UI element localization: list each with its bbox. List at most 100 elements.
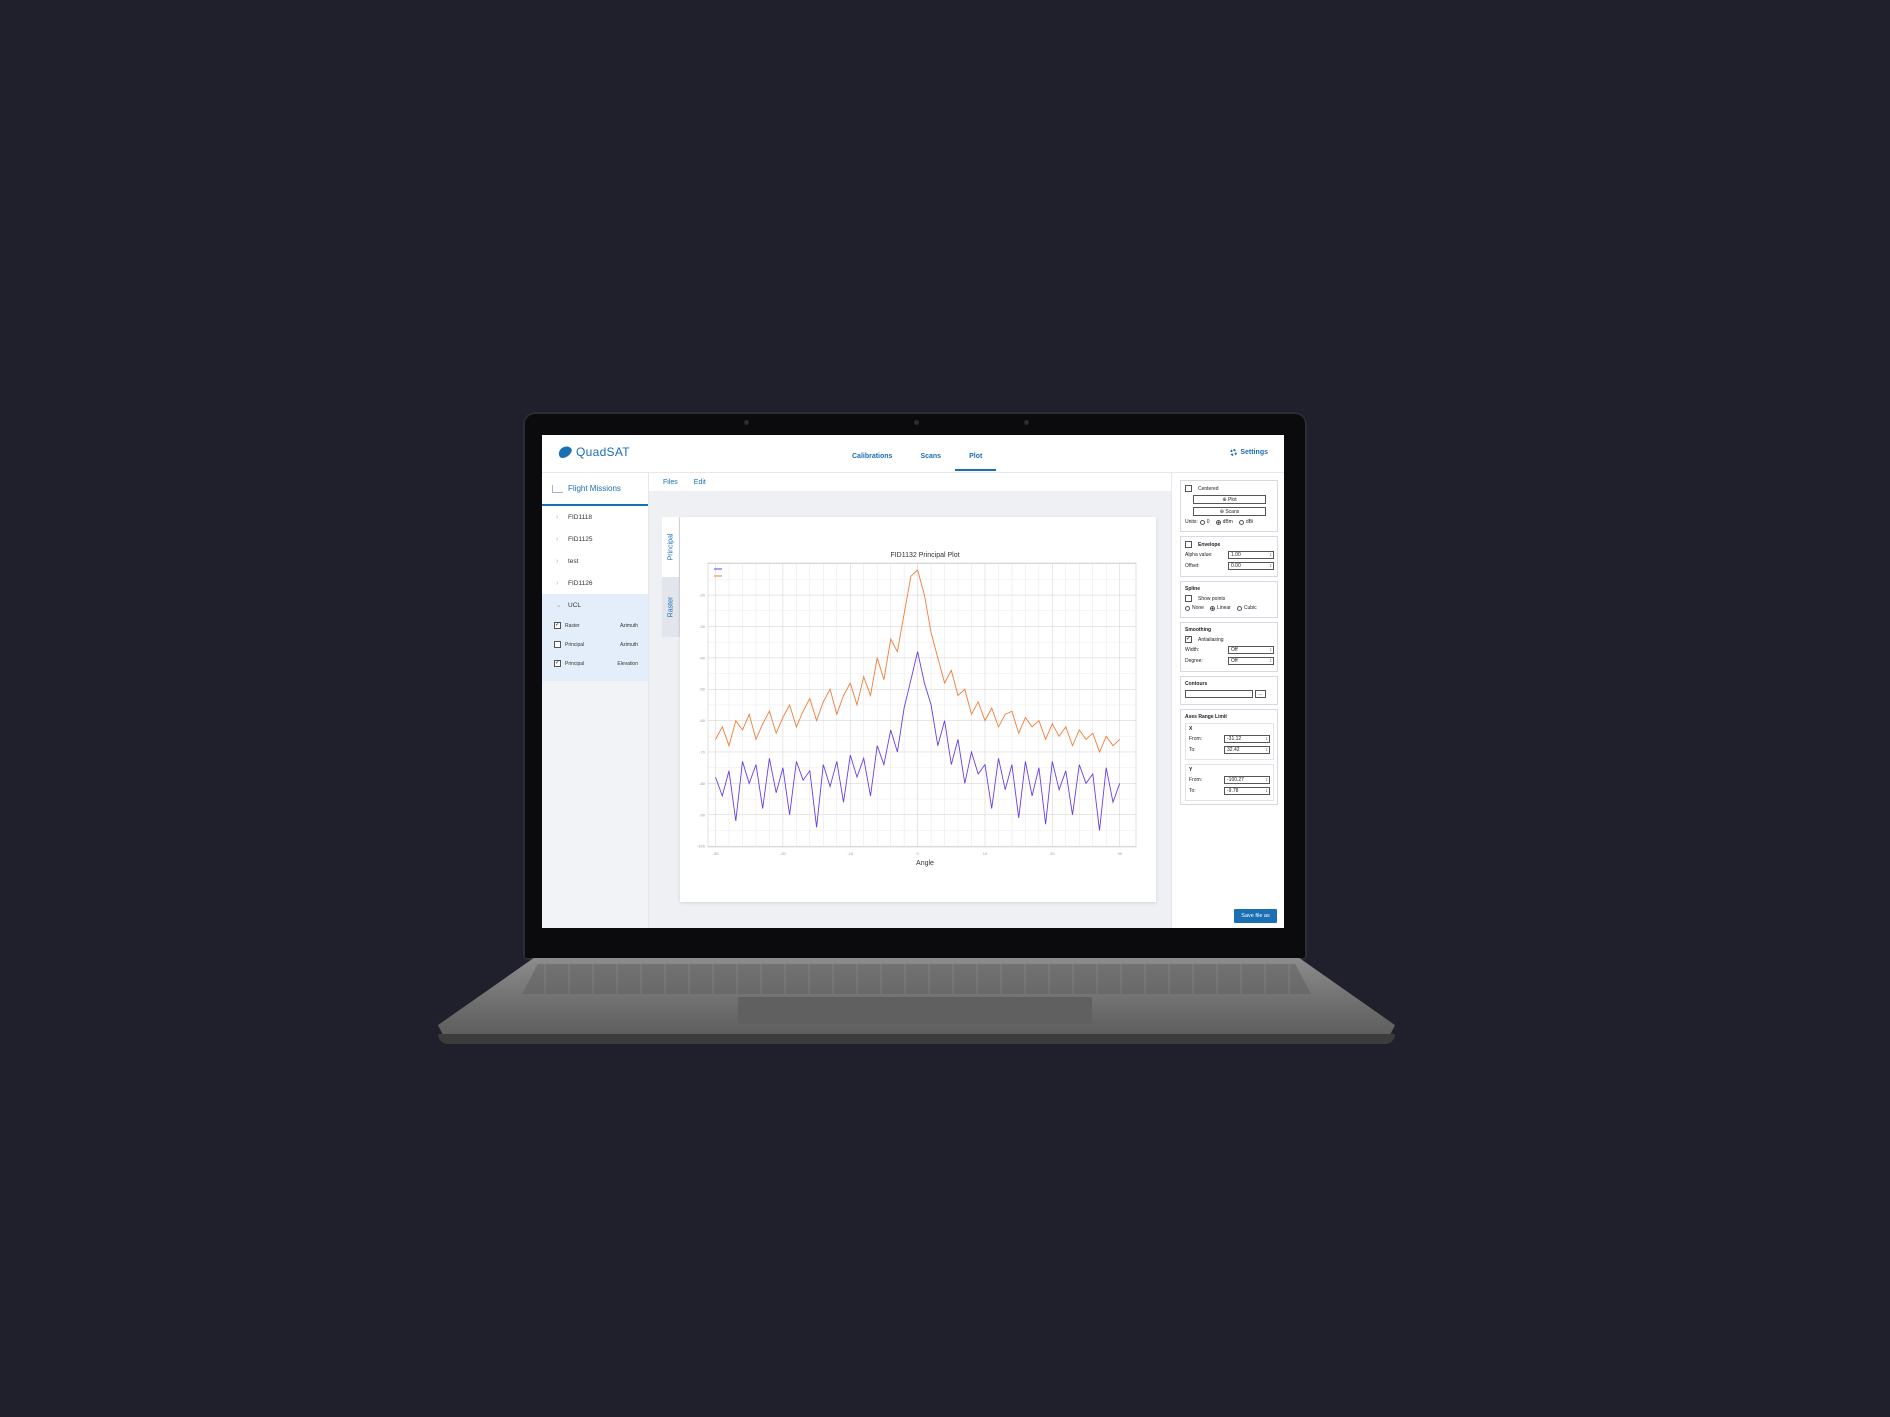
y-tick-label: -70: [699, 749, 706, 754]
spline-option-cubic: Cubic: [1243, 605, 1257, 611]
x-to-stepper[interactable]: 32.42: [1224, 746, 1270, 754]
tab-calibrations[interactable]: Calibrations: [852, 453, 893, 460]
alpha-stepper[interactable]: 1.00: [1228, 551, 1274, 559]
width-select[interactable]: Off: [1228, 646, 1274, 654]
settings-button[interactable]: Settings: [1230, 449, 1268, 456]
show-points-checkbox[interactable]: [1185, 595, 1192, 602]
offset-row: Offset: 0.00: [1185, 562, 1274, 570]
spline-radio-linear[interactable]: [1209, 605, 1215, 611]
envelope-checkbox[interactable]: [1185, 541, 1192, 548]
sidebar: Flight Missions › FID1118 › FID1125 › test …: [542, 473, 649, 928]
chart-grid: -30 -20 -10 0 10 20 30-100-90-80-70-60-50-40-3…: [697, 562, 1137, 856]
smoothing-title: Smoothing: [1185, 627, 1212, 633]
offset-label: Offset:: [1185, 563, 1200, 569]
gear-icon: [1230, 449, 1238, 456]
antialiasing-row[interactable]: ✓ Antialiasing: [1185, 636, 1274, 643]
main-nav: Calibrations Scans Plot: [838, 449, 997, 471]
envelope-group: Envelope Alpha value: 1.00 Offset: 0.00: [1180, 536, 1278, 577]
contours-group: Contours ...: [1180, 676, 1278, 705]
units-option-dbm: dBm: [1222, 519, 1233, 525]
x-tick-label: -20: [780, 851, 787, 856]
scan-label: Principal: [565, 660, 585, 667]
scan-row-raster-azimuth[interactable]: ✓ Raster Azimuth: [542, 616, 648, 635]
plot-options-group: Centered ⊕ Plot ⊕ Scans Units: 0 dBm dBi: [1180, 480, 1278, 532]
x-tick-label: 0: [917, 851, 920, 856]
alpha-label: Alpha value:: [1185, 552, 1213, 558]
tab-raster-label: Raster: [667, 596, 674, 618]
x-from-label: From:: [1189, 736, 1203, 742]
axes-range-group: Axes Range Limit X From:-31.12 To:32.42 …: [1180, 709, 1278, 805]
x-to-row: To: 32.42: [1189, 746, 1270, 754]
sidebar-item-fid1125[interactable]: › FID1125: [542, 528, 648, 550]
app-screen: QuadSAT Calibrations Scans Plot Settings…: [542, 435, 1284, 928]
spline-radio-cubic[interactable]: [1236, 605, 1242, 611]
checkbox-unchecked[interactable]: [554, 641, 561, 648]
spline-radio-none[interactable]: [1185, 605, 1190, 611]
principal-plot-chart[interactable]: FID1132 Principal Plot Angle -30 -20 -10 0 1…: [680, 517, 1156, 902]
edit-menu[interactable]: Edit: [693, 478, 706, 486]
laptop-base-edge: [438, 1034, 1395, 1044]
x-from-stepper[interactable]: -31.12: [1224, 735, 1270, 743]
save-file-button[interactable]: Save file as: [1234, 909, 1277, 923]
spline-title: Spline: [1185, 586, 1201, 592]
smoothing-group: Smoothing ✓ Antialiasing Width: Off Degree…: [1180, 622, 1278, 672]
sidebar-header[interactable]: Flight Missions: [542, 473, 648, 506]
show-points-row[interactable]: Show points: [1185, 595, 1274, 602]
units-radio-dbi[interactable]: [1238, 519, 1244, 525]
contours-browse-button[interactable]: ...: [1255, 690, 1266, 698]
satellite-logo-icon: [556, 443, 574, 461]
contours-row: ...: [1185, 690, 1274, 698]
scan-row-principal-elevation[interactable]: ✓ Principal Elevation: [542, 654, 648, 673]
spline-option-linear: Linear: [1216, 605, 1231, 611]
offset-stepper[interactable]: 0.00: [1228, 562, 1274, 570]
laptop-keyboard: [522, 964, 1311, 994]
units-radio-dbm[interactable]: [1215, 519, 1221, 525]
y-from-stepper[interactable]: -100.27: [1224, 776, 1270, 784]
centered-checkbox[interactable]: [1185, 485, 1192, 492]
sidebar-item-fid1126[interactable]: › FID1126: [542, 572, 648, 594]
brand-logo[interactable]: QuadSAT: [556, 443, 630, 461]
y-tick-label: -60: [699, 718, 706, 723]
files-menu[interactable]: Files: [663, 478, 678, 486]
x-tick-label: 30: [1117, 851, 1122, 856]
sidebar-item-ucl[interactable]: ⌄ UCL: [542, 594, 648, 616]
y-tick-label: -30: [699, 624, 706, 629]
scan-type: Azimuth: [619, 622, 638, 629]
tab-plot[interactable]: Plot: [955, 449, 997, 471]
camera-dot-icon: [1024, 420, 1029, 425]
antialiasing-checkbox[interactable]: ✓: [1185, 636, 1192, 643]
sidebar-item-fid1118[interactable]: › FID1118: [542, 506, 648, 528]
y-to-label: To:: [1189, 788, 1196, 794]
sidebar-item-test[interactable]: › test: [542, 550, 648, 572]
sidebar-item-label: UCL: [568, 601, 582, 609]
brand-name: QuadSAT: [576, 445, 630, 459]
units-radio-0[interactable]: [1199, 519, 1205, 525]
tab-raster[interactable]: Raster: [662, 577, 680, 637]
y-to-stepper[interactable]: -9.78: [1224, 787, 1270, 795]
spline-group: Spline Show points None Linear Cubic: [1180, 581, 1278, 618]
sidebar-item-label: FID1118: [568, 513, 592, 521]
centered-row[interactable]: Centered: [1185, 485, 1274, 492]
y-tick-label: -40: [699, 655, 706, 660]
tab-principal[interactable]: Principal: [662, 517, 680, 577]
chart-title: FID1132 Principal Plot: [890, 552, 959, 559]
y-from-label: From:: [1189, 777, 1203, 783]
degree-row: Degree: Off: [1185, 657, 1274, 665]
degree-select[interactable]: Off: [1228, 657, 1274, 665]
chevron-right-icon: ›: [556, 513, 559, 521]
sidebar-item-label: FID1125: [568, 535, 593, 543]
checkbox-checked[interactable]: ✓: [554, 660, 561, 667]
checkbox-checked[interactable]: ✓: [554, 622, 561, 629]
chart-legend: [714, 568, 722, 577]
width-row: Width: Off: [1185, 646, 1274, 654]
contours-file-input[interactable]: [1185, 690, 1253, 698]
contours-title: Contours: [1185, 681, 1208, 687]
scan-type: Elevation: [617, 660, 638, 667]
tab-scans[interactable]: Scans: [920, 453, 942, 460]
scan-row-principal-azimuth[interactable]: Principal Azimuth: [542, 635, 648, 654]
envelope-row[interactable]: Envelope: [1185, 541, 1274, 548]
y-range-box: Y From: -100.27 To: -9.78: [1185, 764, 1274, 801]
scans-button[interactable]: ⊕ Scans: [1193, 507, 1266, 516]
y-tick-label: -50: [699, 687, 706, 692]
plot-button[interactable]: ⊕ Plot: [1193, 495, 1266, 504]
